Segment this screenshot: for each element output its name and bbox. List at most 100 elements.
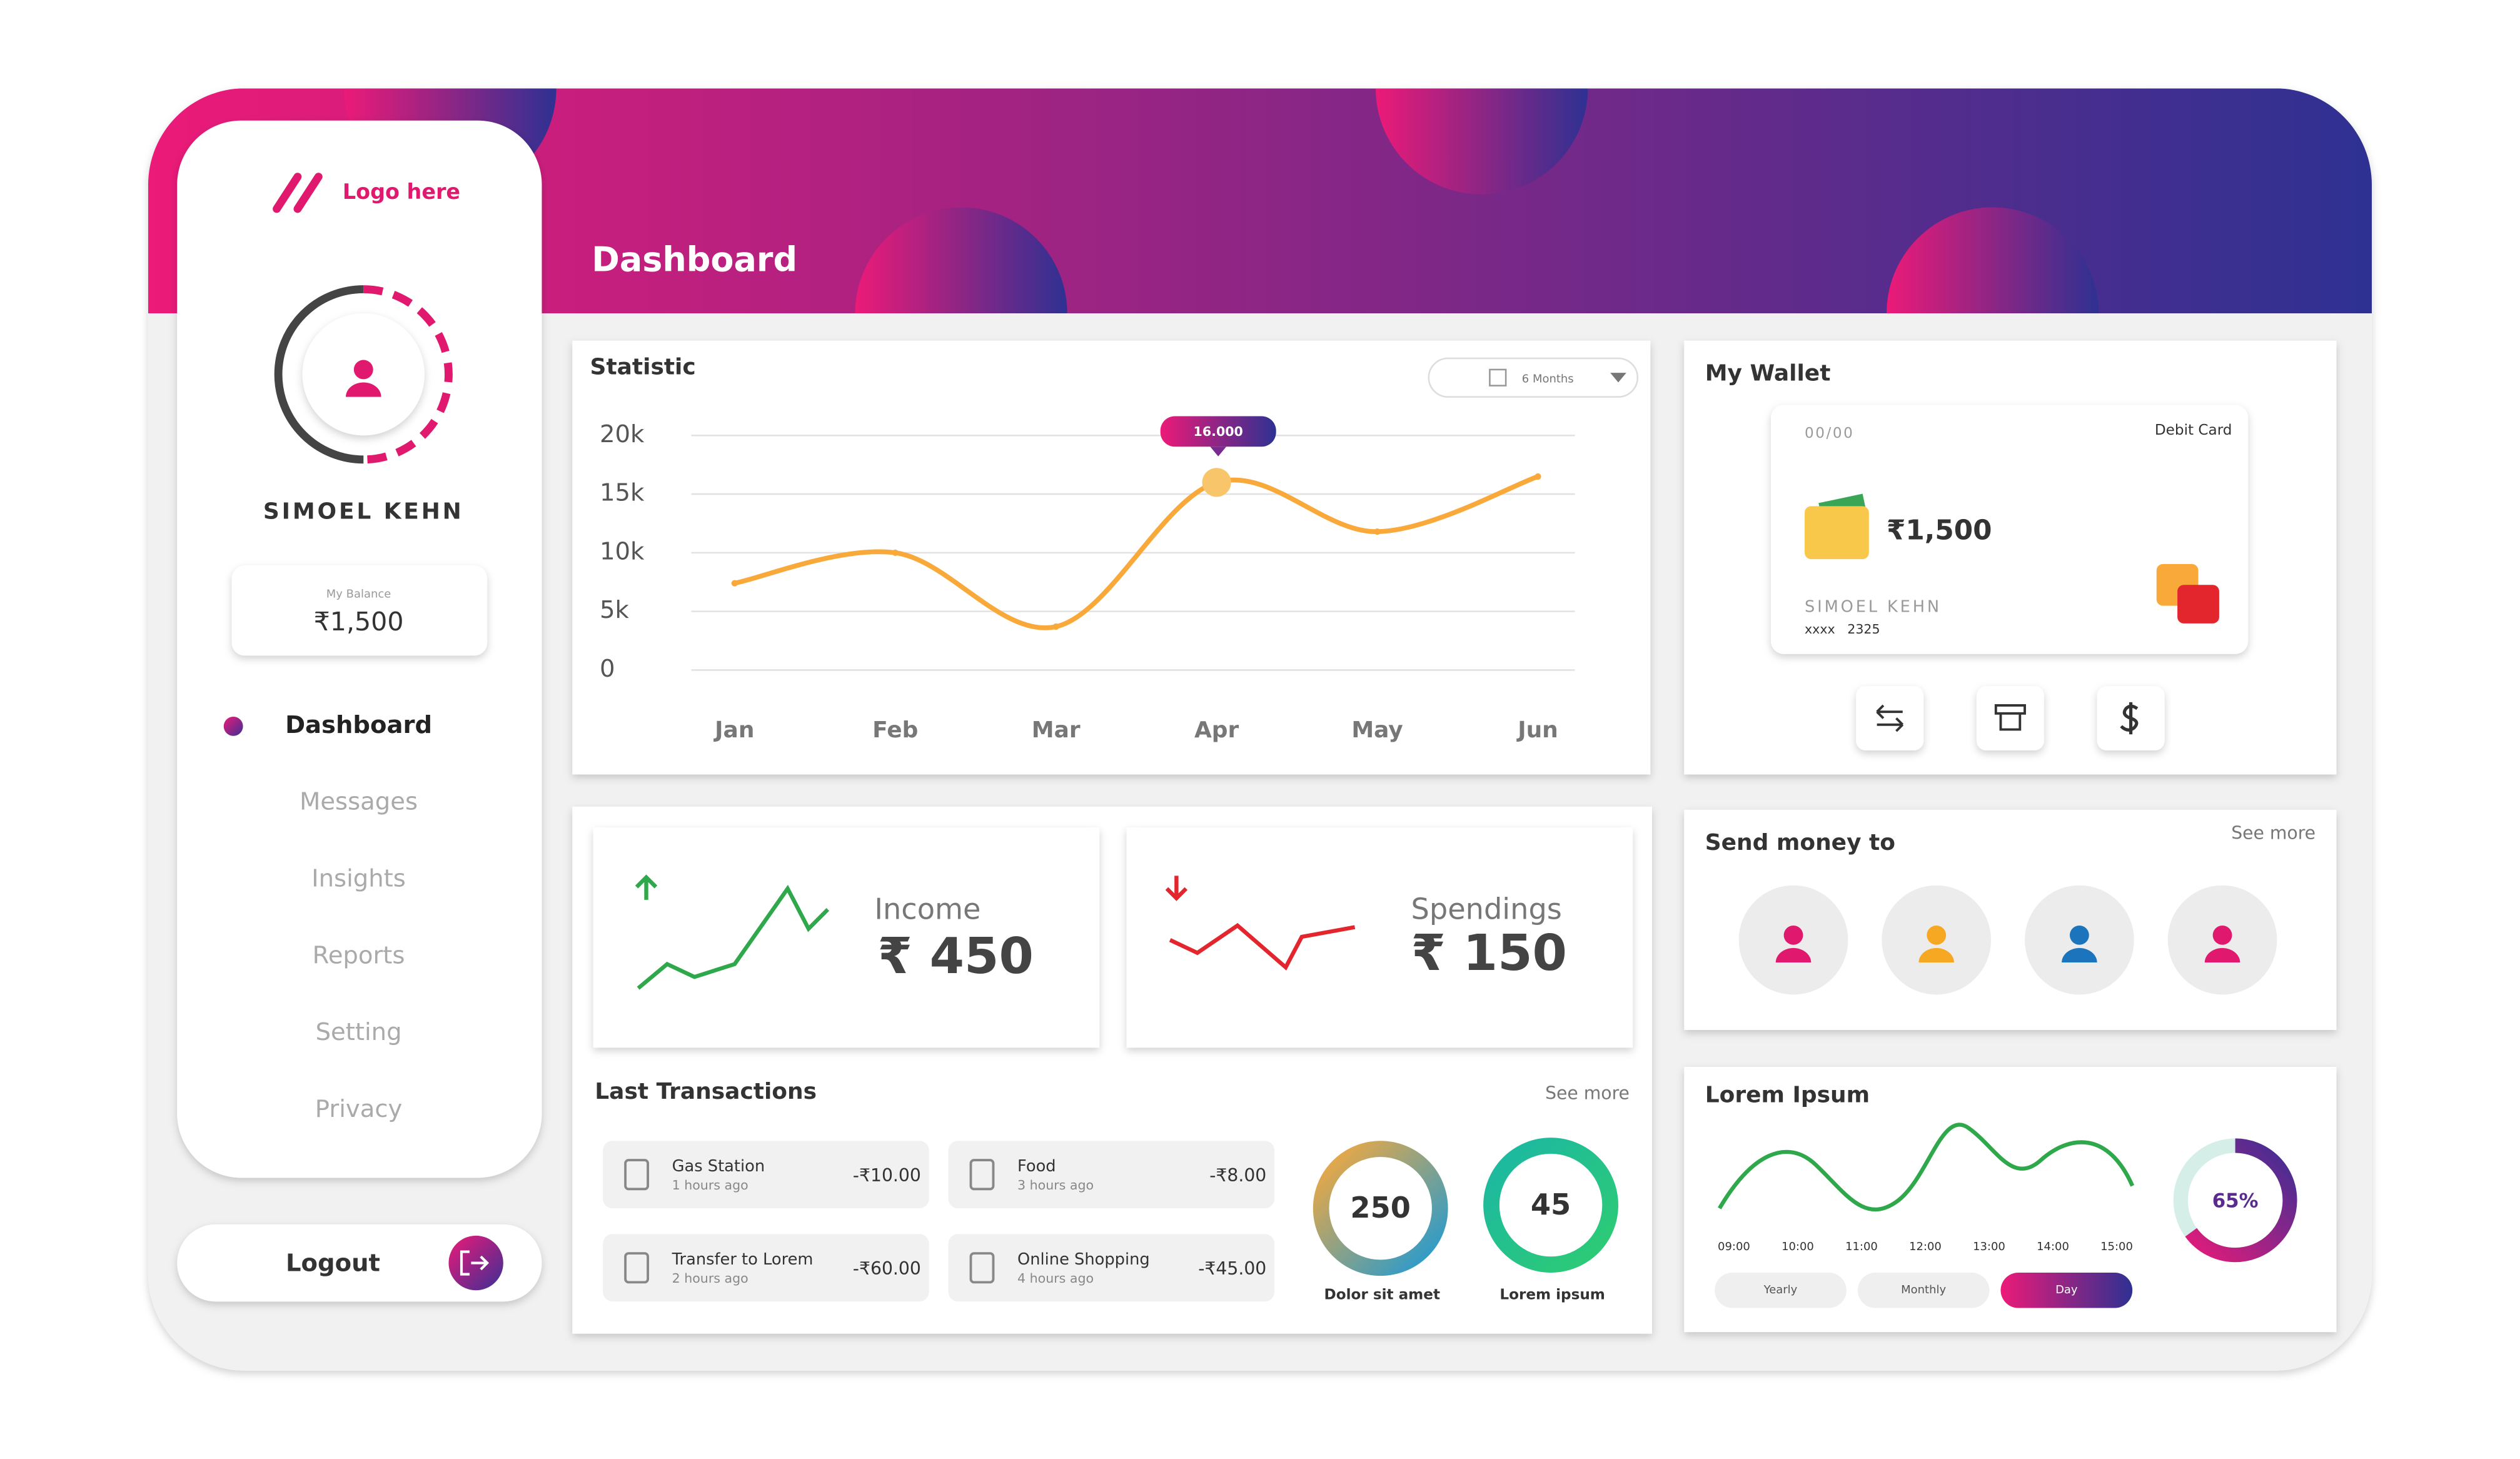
- wave: [1718, 1123, 2135, 1212]
- donut-label: Lorem ipsum: [1499, 1286, 1605, 1303]
- y-tick-label: 10k: [600, 537, 645, 565]
- y-tick-label: 5k: [600, 596, 630, 624]
- decor: [1887, 207, 2099, 314]
- filter[interactable]: [1428, 357, 1639, 398]
- nav-item[interactable]: Privacy: [315, 1095, 403, 1123]
- point: [1374, 528, 1381, 535]
- tab-label[interactable]: Yearly: [1763, 1283, 1798, 1296]
- transaction-amount: -₹10.00: [853, 1165, 921, 1186]
- tooltip-pointer: [1210, 447, 1227, 457]
- transaction-time: 3 hours ago: [1017, 1178, 1094, 1193]
- y-tick-label: 20k: [600, 420, 645, 448]
- see-more[interactable]: See more: [1545, 1083, 1630, 1104]
- logout-button[interactable]: [177, 1224, 542, 1302]
- nav-item[interactable]: Messages: [300, 788, 418, 816]
- transfer-button[interactable]: [1856, 686, 1924, 750]
- nav-item[interactable]: Dashboard: [285, 711, 432, 739]
- transactions-title: Last Transactions: [595, 1079, 817, 1104]
- tab[interactable]: [1715, 1272, 1847, 1308]
- transaction[interactable]: [948, 1234, 1275, 1302]
- tab-label[interactable]: Monthly: [1901, 1283, 1946, 1296]
- time-label: 15:00: [2100, 1240, 2133, 1253]
- transactions: Gas Station 1 hours ago -₹10.00 Food 3 hours…: [603, 1141, 1275, 1302]
- tab[interactable]: [2000, 1272, 2133, 1308]
- point: [1535, 473, 1541, 480]
- transaction-name: Online Shopping: [1017, 1250, 1150, 1269]
- transaction-name: Gas Station: [672, 1157, 765, 1176]
- income-sparkline: [637, 884, 830, 990]
- time-label: 12:00: [1909, 1240, 1942, 1253]
- logout-glyph: [460, 1250, 490, 1276]
- transfer-icon: [1876, 704, 1904, 732]
- nav-item[interactable]: Reports: [313, 941, 405, 969]
- statistic-card: [572, 340, 1651, 775]
- logo-mark: [273, 173, 323, 213]
- avatar-ring: [274, 285, 364, 464]
- wallet-icon: [1805, 506, 1869, 560]
- transaction-amount: -₹8.00: [1209, 1165, 1266, 1186]
- lorem-controls: 09:00 10:00 11:00 12:00 13:00 14:00 15:00 Yearl…: [1715, 1240, 2133, 1308]
- transaction-amount: -₹45.00: [1198, 1258, 1266, 1279]
- tab[interactable]: [1857, 1272, 1990, 1308]
- y-tick-label: 0: [600, 655, 615, 683]
- card-number: xxxx 2325: [1805, 622, 1880, 637]
- wallet-amount: ₹1,500: [1887, 514, 1992, 546]
- tooltip: [1160, 416, 1276, 447]
- nav-item[interactable]: Setting: [316, 1018, 402, 1046]
- transaction-icon: [624, 1252, 649, 1284]
- ring-progress: [2173, 1138, 2297, 1263]
- income-label: Income: [874, 892, 980, 926]
- x-tick-label: May: [1351, 717, 1403, 743]
- see-more[interactable]: See more: [2231, 823, 2316, 844]
- transaction-name: Food: [1017, 1157, 1056, 1176]
- atm-icon: [1994, 704, 2026, 731]
- contacts: [1738, 885, 2277, 995]
- x-tick-label: Mar: [1032, 717, 1081, 743]
- transaction-amount: -₹60.00: [853, 1258, 921, 1279]
- transaction[interactable]: [603, 1234, 929, 1302]
- dropdown-arrow: [1610, 373, 1626, 383]
- x-tick-label: Apr: [1194, 717, 1239, 743]
- point: [1052, 623, 1059, 630]
- point: [731, 580, 738, 587]
- tab-label[interactable]: Day: [2055, 1283, 2078, 1296]
- balance-box: [231, 565, 488, 656]
- donut-value: 250: [1350, 1191, 1411, 1224]
- page-title: Dashboard: [592, 240, 797, 279]
- transaction-icon: [624, 1159, 649, 1191]
- x-tick-label: Jun: [1516, 717, 1558, 743]
- logo: Logo here: [343, 179, 460, 204]
- donut-label: Dolor sit amet: [1324, 1286, 1440, 1303]
- nav-dot: [223, 716, 243, 736]
- time-label: 09:00: [1718, 1240, 1750, 1253]
- time-label: 14:00: [2037, 1240, 2069, 1253]
- ring-label: 65%: [2212, 1189, 2259, 1212]
- filter-label[interactable]: 6 Months: [1522, 372, 1574, 385]
- x-tick-label: Jan: [713, 717, 754, 743]
- lorem-title: Lorem Ipsum: [1705, 1082, 1870, 1108]
- transaction-time: 2 hours ago: [672, 1271, 748, 1286]
- time-label: 10:00: [1782, 1240, 1814, 1253]
- line-chart: 0 5k 10k 15k 20k Jan Feb Mar Apr May Jun: [600, 420, 1575, 743]
- nav-item[interactable]: Insights: [311, 864, 406, 892]
- atm-button[interactable]: [1976, 686, 2044, 750]
- logout[interactable]: Logout: [286, 1249, 380, 1278]
- transaction[interactable]: [948, 1141, 1275, 1209]
- donut-value: 45: [1531, 1188, 1571, 1221]
- nav: Dashboard Messages Insights Reports Setting P…: [285, 711, 432, 1123]
- transaction-time: 4 hours ago: [1017, 1271, 1094, 1286]
- spendings-card: [1126, 827, 1633, 1048]
- decor: [855, 207, 1067, 314]
- card-logo: [2177, 585, 2219, 623]
- time-label: 11:00: [1845, 1240, 1878, 1253]
- x-tick-label: Feb: [872, 717, 918, 743]
- point: [892, 549, 899, 557]
- wallet-title: My Wallet: [1705, 361, 1831, 386]
- down-arrow: [1165, 876, 1188, 901]
- up-arrow: [635, 874, 658, 900]
- spendings-amount: ₹ 150: [1411, 924, 1567, 982]
- transaction[interactable]: [603, 1141, 929, 1209]
- card-holder: SIMOEL KEHN: [1805, 598, 1942, 617]
